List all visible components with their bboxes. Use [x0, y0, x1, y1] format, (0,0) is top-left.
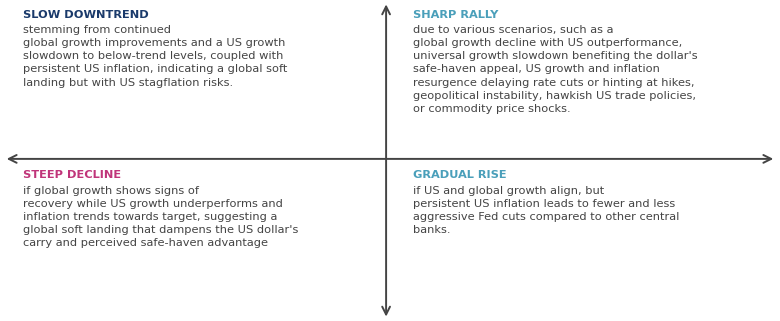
- Text: stemming from continued
global growth improvements and a US growth
slowdown to b: stemming from continued global growth im…: [23, 25, 288, 88]
- Text: GRADUAL RISE: GRADUAL RISE: [413, 170, 507, 180]
- Text: due to various scenarios, such as a
global growth decline with US outperformance: due to various scenarios, such as a glob…: [413, 25, 698, 114]
- Text: SHARP RALLY: SHARP RALLY: [413, 10, 498, 20]
- Text: STEEP DECLINE: STEEP DECLINE: [23, 170, 122, 180]
- Text: if global growth shows signs of
recovery while US growth underperforms and
infla: if global growth shows signs of recovery…: [23, 186, 299, 248]
- Text: if US and global growth align, but
persistent US inflation leads to fewer and le: if US and global growth align, but persi…: [413, 186, 680, 235]
- Text: SLOW DOWNTREND: SLOW DOWNTREND: [23, 10, 149, 20]
